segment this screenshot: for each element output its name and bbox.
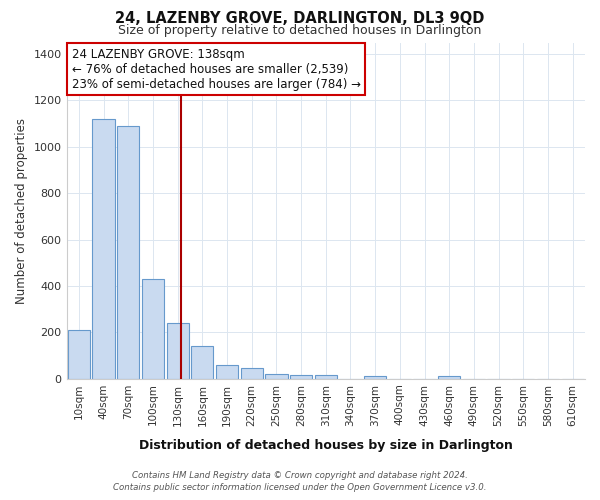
Bar — [314, 376, 337, 379]
Text: 24, LAZENBY GROVE, DARLINGTON, DL3 9QD: 24, LAZENBY GROVE, DARLINGTON, DL3 9QD — [115, 11, 485, 26]
Bar — [290, 376, 312, 379]
Bar — [117, 126, 139, 379]
Text: 24 LAZENBY GROVE: 138sqm
← 76% of detached houses are smaller (2,539)
23% of sem: 24 LAZENBY GROVE: 138sqm ← 76% of detach… — [72, 48, 361, 90]
Text: Contains HM Land Registry data © Crown copyright and database right 2024.
Contai: Contains HM Land Registry data © Crown c… — [113, 471, 487, 492]
Text: Size of property relative to detached houses in Darlington: Size of property relative to detached ho… — [118, 24, 482, 37]
Bar — [92, 119, 115, 379]
X-axis label: Distribution of detached houses by size in Darlington: Distribution of detached houses by size … — [139, 440, 513, 452]
Bar — [265, 374, 287, 379]
Bar — [241, 368, 263, 379]
Bar — [142, 279, 164, 379]
Bar — [364, 376, 386, 379]
Y-axis label: Number of detached properties: Number of detached properties — [15, 118, 28, 304]
Bar — [167, 323, 189, 379]
Bar — [438, 376, 460, 379]
Bar — [68, 330, 90, 379]
Bar — [191, 346, 214, 379]
Bar — [216, 365, 238, 379]
